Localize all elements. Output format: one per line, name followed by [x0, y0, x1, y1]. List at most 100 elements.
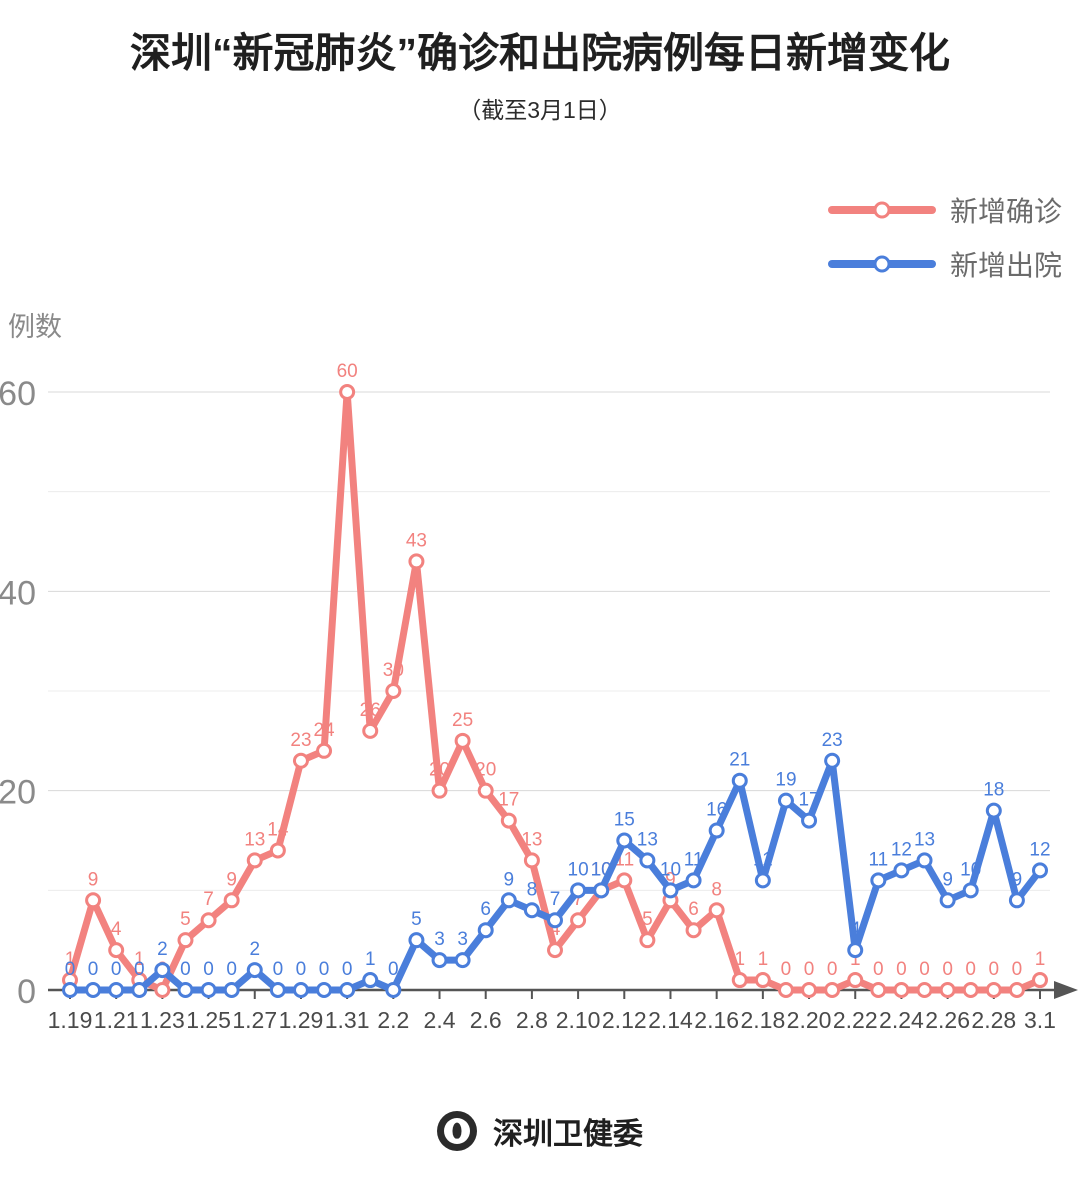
data-point[interactable]	[893, 862, 910, 879]
data-point[interactable]	[1008, 892, 1025, 909]
data-point[interactable]	[131, 982, 148, 998]
data-point[interactable]	[616, 832, 633, 849]
data-point[interactable]	[200, 912, 217, 929]
legend-item-discharged[interactable]: 新增出院	[827, 244, 1062, 284]
data-point[interactable]	[639, 852, 656, 869]
data-point[interactable]	[939, 892, 956, 909]
data-point[interactable]	[985, 982, 1002, 998]
data-point[interactable]	[85, 982, 102, 998]
data-point[interactable]	[246, 852, 263, 869]
data-point[interactable]	[777, 982, 794, 998]
data-point[interactable]	[523, 852, 540, 869]
data-point[interactable]	[847, 942, 864, 959]
legend-item-confirmed[interactable]: 新增确诊	[827, 190, 1062, 230]
data-point[interactable]	[754, 972, 771, 989]
data-point[interactable]	[547, 942, 563, 959]
data-point[interactable]	[500, 812, 517, 829]
data-label: 1	[134, 949, 145, 970]
data-point[interactable]	[777, 792, 794, 809]
data-point[interactable]	[870, 872, 887, 889]
data-point[interactable]	[339, 384, 356, 400]
data-point[interactable]	[431, 782, 448, 799]
data-point[interactable]	[547, 912, 563, 929]
data-point[interactable]	[985, 802, 1002, 819]
data-point[interactable]	[916, 982, 933, 998]
data-point[interactable]	[223, 982, 240, 998]
data-point[interactable]	[570, 882, 587, 899]
data-label: 0	[111, 959, 122, 980]
data-point[interactable]	[408, 932, 425, 949]
data-point[interactable]	[870, 982, 887, 998]
data-point[interactable]	[154, 982, 171, 998]
data-label: 17	[798, 790, 819, 811]
data-point[interactable]	[500, 892, 517, 909]
data-point[interactable]	[570, 912, 587, 929]
data-point[interactable]	[362, 722, 379, 739]
data-point[interactable]	[269, 842, 286, 859]
data-point[interactable]	[385, 683, 402, 699]
data-point[interactable]	[246, 962, 263, 979]
data-label: 13	[244, 829, 265, 850]
data-point[interactable]	[824, 752, 841, 769]
data-point[interactable]	[731, 972, 748, 989]
data-point[interactable]	[708, 902, 725, 919]
data-point[interactable]	[385, 982, 402, 998]
data-label: 10	[568, 859, 589, 880]
data-point[interactable]	[962, 882, 979, 899]
data-label: 11	[684, 849, 704, 870]
data-point[interactable]	[454, 732, 471, 749]
data-point[interactable]	[801, 812, 818, 829]
data-point[interactable]	[177, 932, 194, 949]
data-point[interactable]	[362, 972, 379, 989]
data-point[interactable]	[708, 822, 725, 839]
data-point[interactable]	[731, 772, 748, 789]
data-point[interactable]	[292, 982, 309, 998]
data-point[interactable]	[454, 952, 471, 969]
data-point[interactable]	[685, 872, 702, 889]
data-point[interactable]	[477, 922, 494, 939]
data-point[interactable]	[339, 982, 356, 998]
data-point[interactable]	[962, 982, 979, 998]
data-label: 13	[521, 829, 542, 850]
data-label: 5	[642, 909, 653, 930]
data-label: 23	[290, 730, 311, 751]
data-point[interactable]	[893, 982, 910, 998]
data-point[interactable]	[662, 882, 679, 899]
data-point[interactable]	[223, 892, 240, 909]
data-point[interactable]	[939, 982, 956, 998]
data-point[interactable]	[292, 752, 309, 769]
data-point[interactable]	[431, 952, 448, 969]
data-point[interactable]	[754, 872, 771, 889]
x-tick-label: 2.26	[925, 1007, 970, 1033]
data-point[interactable]	[269, 982, 286, 998]
data-point[interactable]	[1032, 862, 1048, 879]
data-point[interactable]	[616, 872, 633, 889]
data-point[interactable]	[523, 902, 540, 919]
data-point[interactable]	[847, 972, 864, 989]
data-point[interactable]	[154, 962, 171, 979]
data-point[interactable]	[200, 982, 217, 998]
y-axis-title: 例数	[8, 312, 62, 342]
data-point[interactable]	[316, 742, 333, 759]
data-point[interactable]	[408, 553, 425, 570]
data-point[interactable]	[593, 882, 610, 899]
x-tick-label: 2.14	[648, 1007, 693, 1033]
data-label: 1	[850, 949, 861, 970]
data-point[interactable]	[177, 982, 194, 998]
data-point[interactable]	[824, 982, 841, 998]
data-point[interactable]	[1008, 982, 1025, 998]
data-point[interactable]	[108, 942, 125, 959]
data-point[interactable]	[316, 982, 333, 998]
data-point[interactable]	[1032, 972, 1048, 989]
data-point[interactable]	[685, 922, 702, 939]
data-point[interactable]	[62, 982, 78, 998]
data-point[interactable]	[639, 932, 656, 949]
data-point[interactable]	[477, 782, 494, 799]
data-point[interactable]	[108, 982, 125, 998]
chart-footer: 深圳卫健委	[0, 1109, 1080, 1153]
data-label: 1	[1035, 949, 1046, 970]
data-point[interactable]	[801, 982, 818, 998]
data-point[interactable]	[916, 852, 933, 869]
data-point[interactable]	[85, 892, 102, 909]
